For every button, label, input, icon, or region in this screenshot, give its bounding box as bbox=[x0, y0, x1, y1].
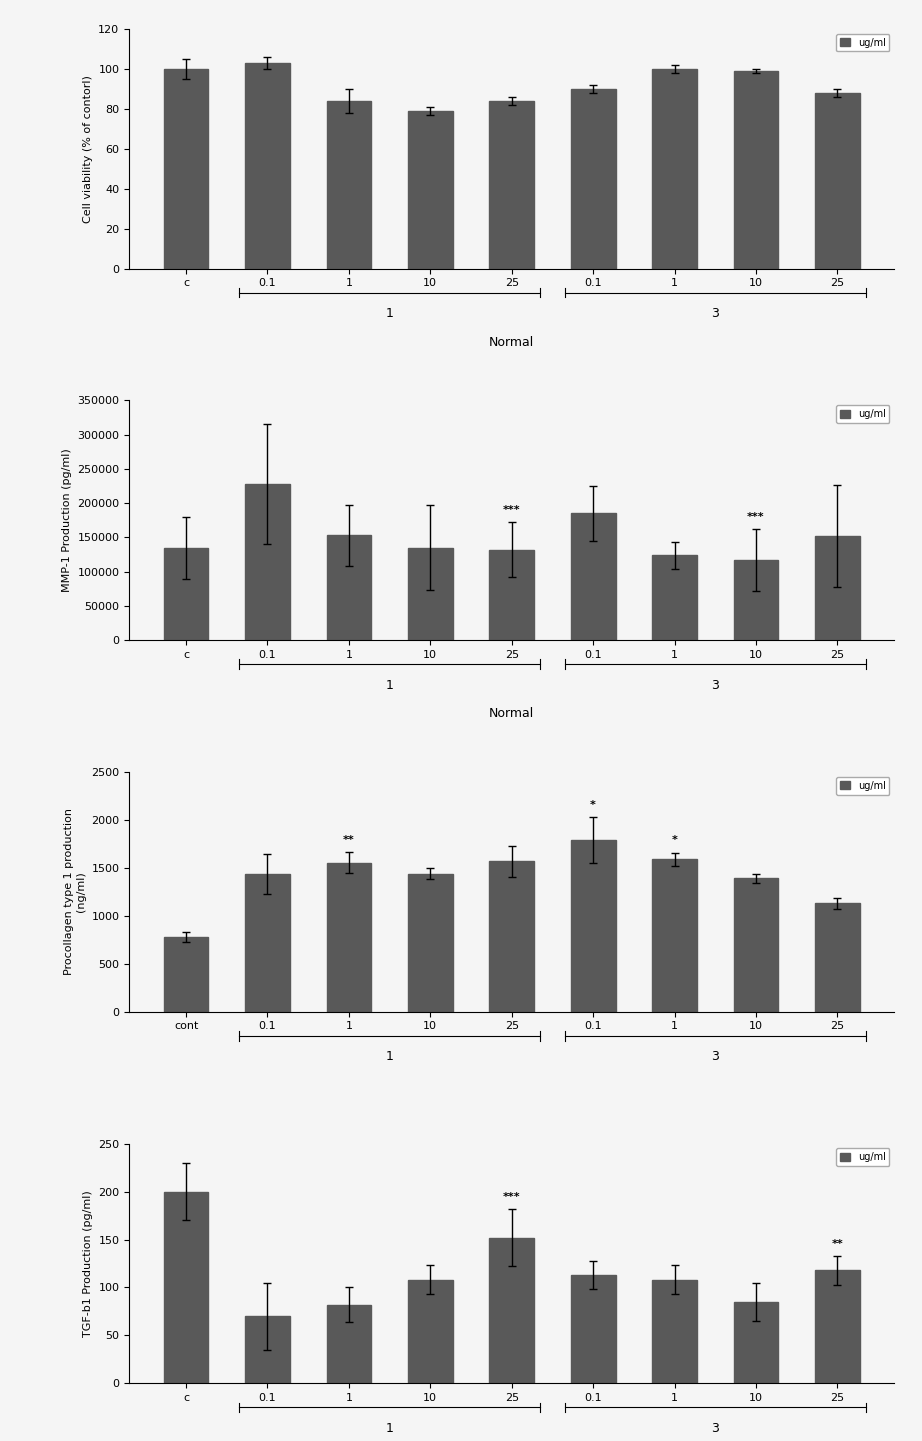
Bar bbox=[815, 904, 859, 1012]
Text: ***: *** bbox=[502, 506, 521, 514]
Bar bbox=[571, 89, 616, 268]
Bar bbox=[164, 937, 208, 1012]
Bar bbox=[571, 1275, 616, 1383]
Y-axis label: MMP-1 Production (pg/ml): MMP-1 Production (pg/ml) bbox=[62, 448, 72, 592]
Bar bbox=[652, 1280, 697, 1383]
Bar bbox=[326, 1304, 372, 1383]
Text: ***: *** bbox=[502, 1192, 521, 1202]
Text: 3: 3 bbox=[711, 307, 719, 320]
Legend: ug/ml: ug/ml bbox=[836, 1148, 890, 1166]
Bar bbox=[326, 536, 372, 640]
Text: *: * bbox=[671, 836, 678, 846]
Text: 3: 3 bbox=[711, 1050, 719, 1063]
Bar bbox=[245, 484, 290, 640]
Bar bbox=[245, 1316, 290, 1383]
Bar bbox=[326, 101, 372, 268]
Text: *: * bbox=[590, 800, 596, 810]
Bar bbox=[652, 859, 697, 1012]
Bar bbox=[652, 69, 697, 268]
Text: 1: 1 bbox=[385, 1050, 394, 1063]
Text: ***: *** bbox=[747, 512, 764, 522]
Bar bbox=[164, 1192, 208, 1383]
Bar bbox=[408, 548, 453, 640]
Text: Normal: Normal bbox=[489, 708, 535, 720]
Y-axis label: Procollagen type 1 production
(ng/ml): Procollagen type 1 production (ng/ml) bbox=[64, 808, 86, 976]
Bar bbox=[408, 873, 453, 1012]
Text: 1: 1 bbox=[385, 307, 394, 320]
Bar bbox=[408, 1280, 453, 1383]
Bar bbox=[326, 863, 372, 1012]
Bar bbox=[734, 561, 778, 640]
Y-axis label: TGF-b1 Production (pg/ml): TGF-b1 Production (pg/ml) bbox=[83, 1190, 93, 1337]
Bar bbox=[490, 550, 534, 640]
Legend: ug/ml: ug/ml bbox=[836, 33, 890, 52]
Y-axis label: Cell viability (% of contorl): Cell viability (% of contorl) bbox=[83, 75, 93, 222]
Text: **: ** bbox=[832, 1239, 844, 1248]
Bar bbox=[815, 92, 859, 268]
Bar bbox=[245, 873, 290, 1012]
Bar bbox=[164, 69, 208, 268]
Bar bbox=[815, 1270, 859, 1383]
Text: 3: 3 bbox=[711, 1422, 719, 1435]
Bar bbox=[164, 548, 208, 640]
Text: Normal: Normal bbox=[489, 336, 535, 349]
Text: **: ** bbox=[343, 834, 355, 844]
Bar bbox=[571, 513, 616, 640]
Bar bbox=[734, 1301, 778, 1383]
Legend: ug/ml: ug/ml bbox=[836, 405, 890, 424]
Bar bbox=[734, 879, 778, 1012]
Bar bbox=[245, 63, 290, 268]
Bar bbox=[490, 862, 534, 1012]
Bar bbox=[490, 1238, 534, 1383]
Bar bbox=[652, 555, 697, 640]
Bar bbox=[571, 840, 616, 1012]
Bar bbox=[815, 536, 859, 640]
Text: 1: 1 bbox=[385, 1422, 394, 1435]
Bar bbox=[734, 71, 778, 268]
Bar bbox=[490, 101, 534, 268]
Legend: ug/ml: ug/ml bbox=[836, 777, 890, 794]
Text: 3: 3 bbox=[711, 679, 719, 692]
Text: 1: 1 bbox=[385, 679, 394, 692]
Bar bbox=[408, 111, 453, 268]
